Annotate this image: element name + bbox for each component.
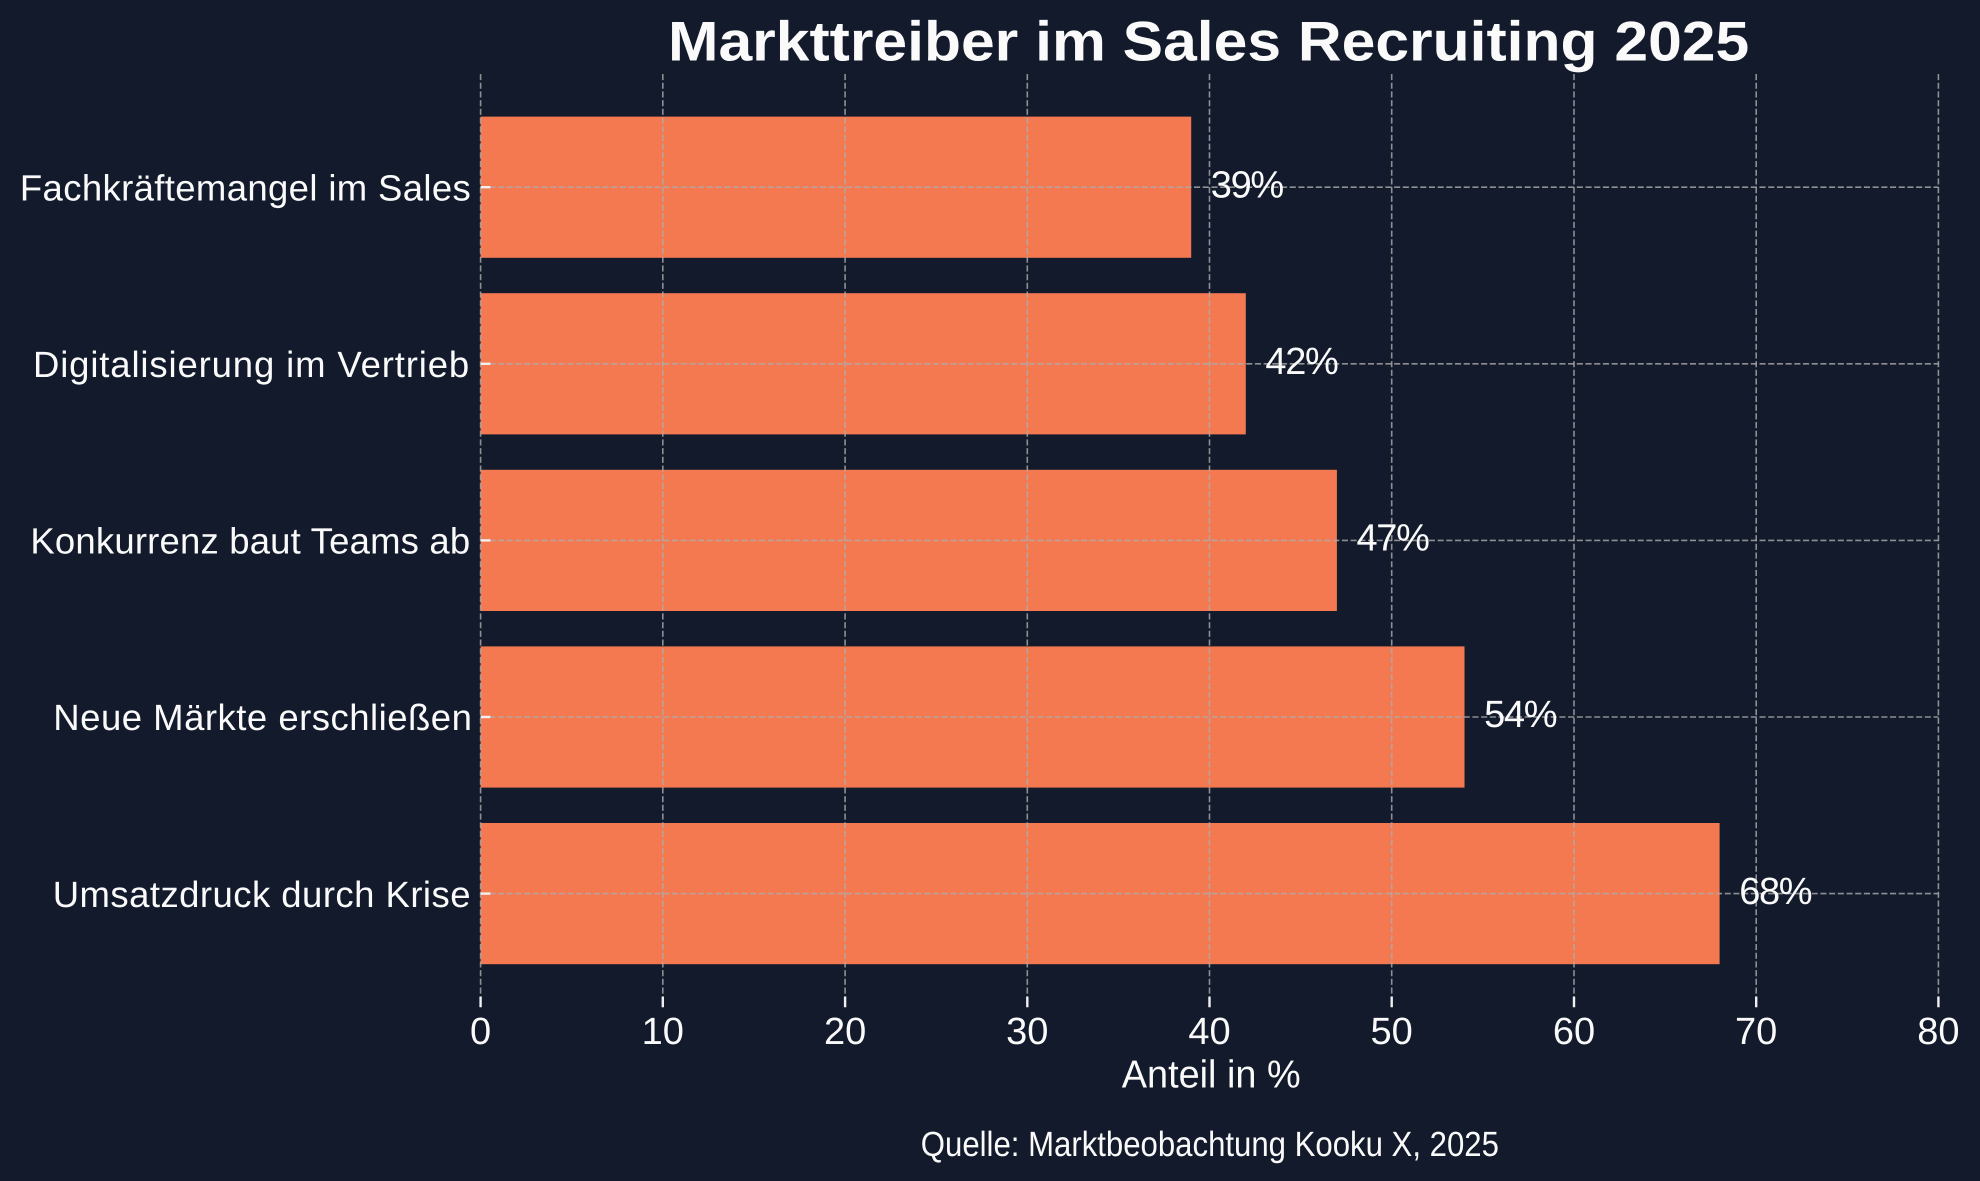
svg-text:Quelle: Marktbeobachtung Kooku: Quelle: Marktbeobachtung Kooku X, 2025 bbox=[921, 1125, 1499, 1164]
svg-text:47%: 47% bbox=[1357, 518, 1430, 560]
svg-text:Konkurrenz baut Teams ab: Konkurrenz baut Teams ab bbox=[30, 521, 470, 562]
svg-text:80: 80 bbox=[1917, 1011, 1959, 1053]
svg-text:Umsatzdruck durch Krise: Umsatzdruck durch Krise bbox=[53, 874, 471, 915]
svg-text:30: 30 bbox=[1006, 1011, 1048, 1053]
svg-text:0: 0 bbox=[470, 1011, 491, 1053]
svg-text:60: 60 bbox=[1553, 1011, 1595, 1053]
svg-text:Markttreiber im Sales Recruiti: Markttreiber im Sales Recruiting 2025 bbox=[668, 9, 1749, 72]
svg-text:Neue Märkte erschließen: Neue Märkte erschließen bbox=[53, 697, 472, 738]
svg-text:10: 10 bbox=[642, 1011, 684, 1053]
svg-text:Anteil in %: Anteil in % bbox=[1122, 1054, 1301, 1097]
svg-text:42%: 42% bbox=[1265, 341, 1338, 383]
svg-text:Digitalisierung im Vertrieb: Digitalisierung im Vertrieb bbox=[33, 344, 469, 385]
svg-text:39%: 39% bbox=[1211, 164, 1284, 206]
svg-text:70: 70 bbox=[1735, 1011, 1777, 1053]
svg-text:20: 20 bbox=[824, 1011, 866, 1053]
svg-text:40: 40 bbox=[1188, 1011, 1230, 1053]
svg-text:68%: 68% bbox=[1739, 871, 1812, 913]
svg-text:Fachkräftemangel im Sales: Fachkräftemangel im Sales bbox=[20, 167, 471, 208]
svg-text:50: 50 bbox=[1371, 1011, 1413, 1053]
svg-text:54%: 54% bbox=[1484, 694, 1557, 736]
